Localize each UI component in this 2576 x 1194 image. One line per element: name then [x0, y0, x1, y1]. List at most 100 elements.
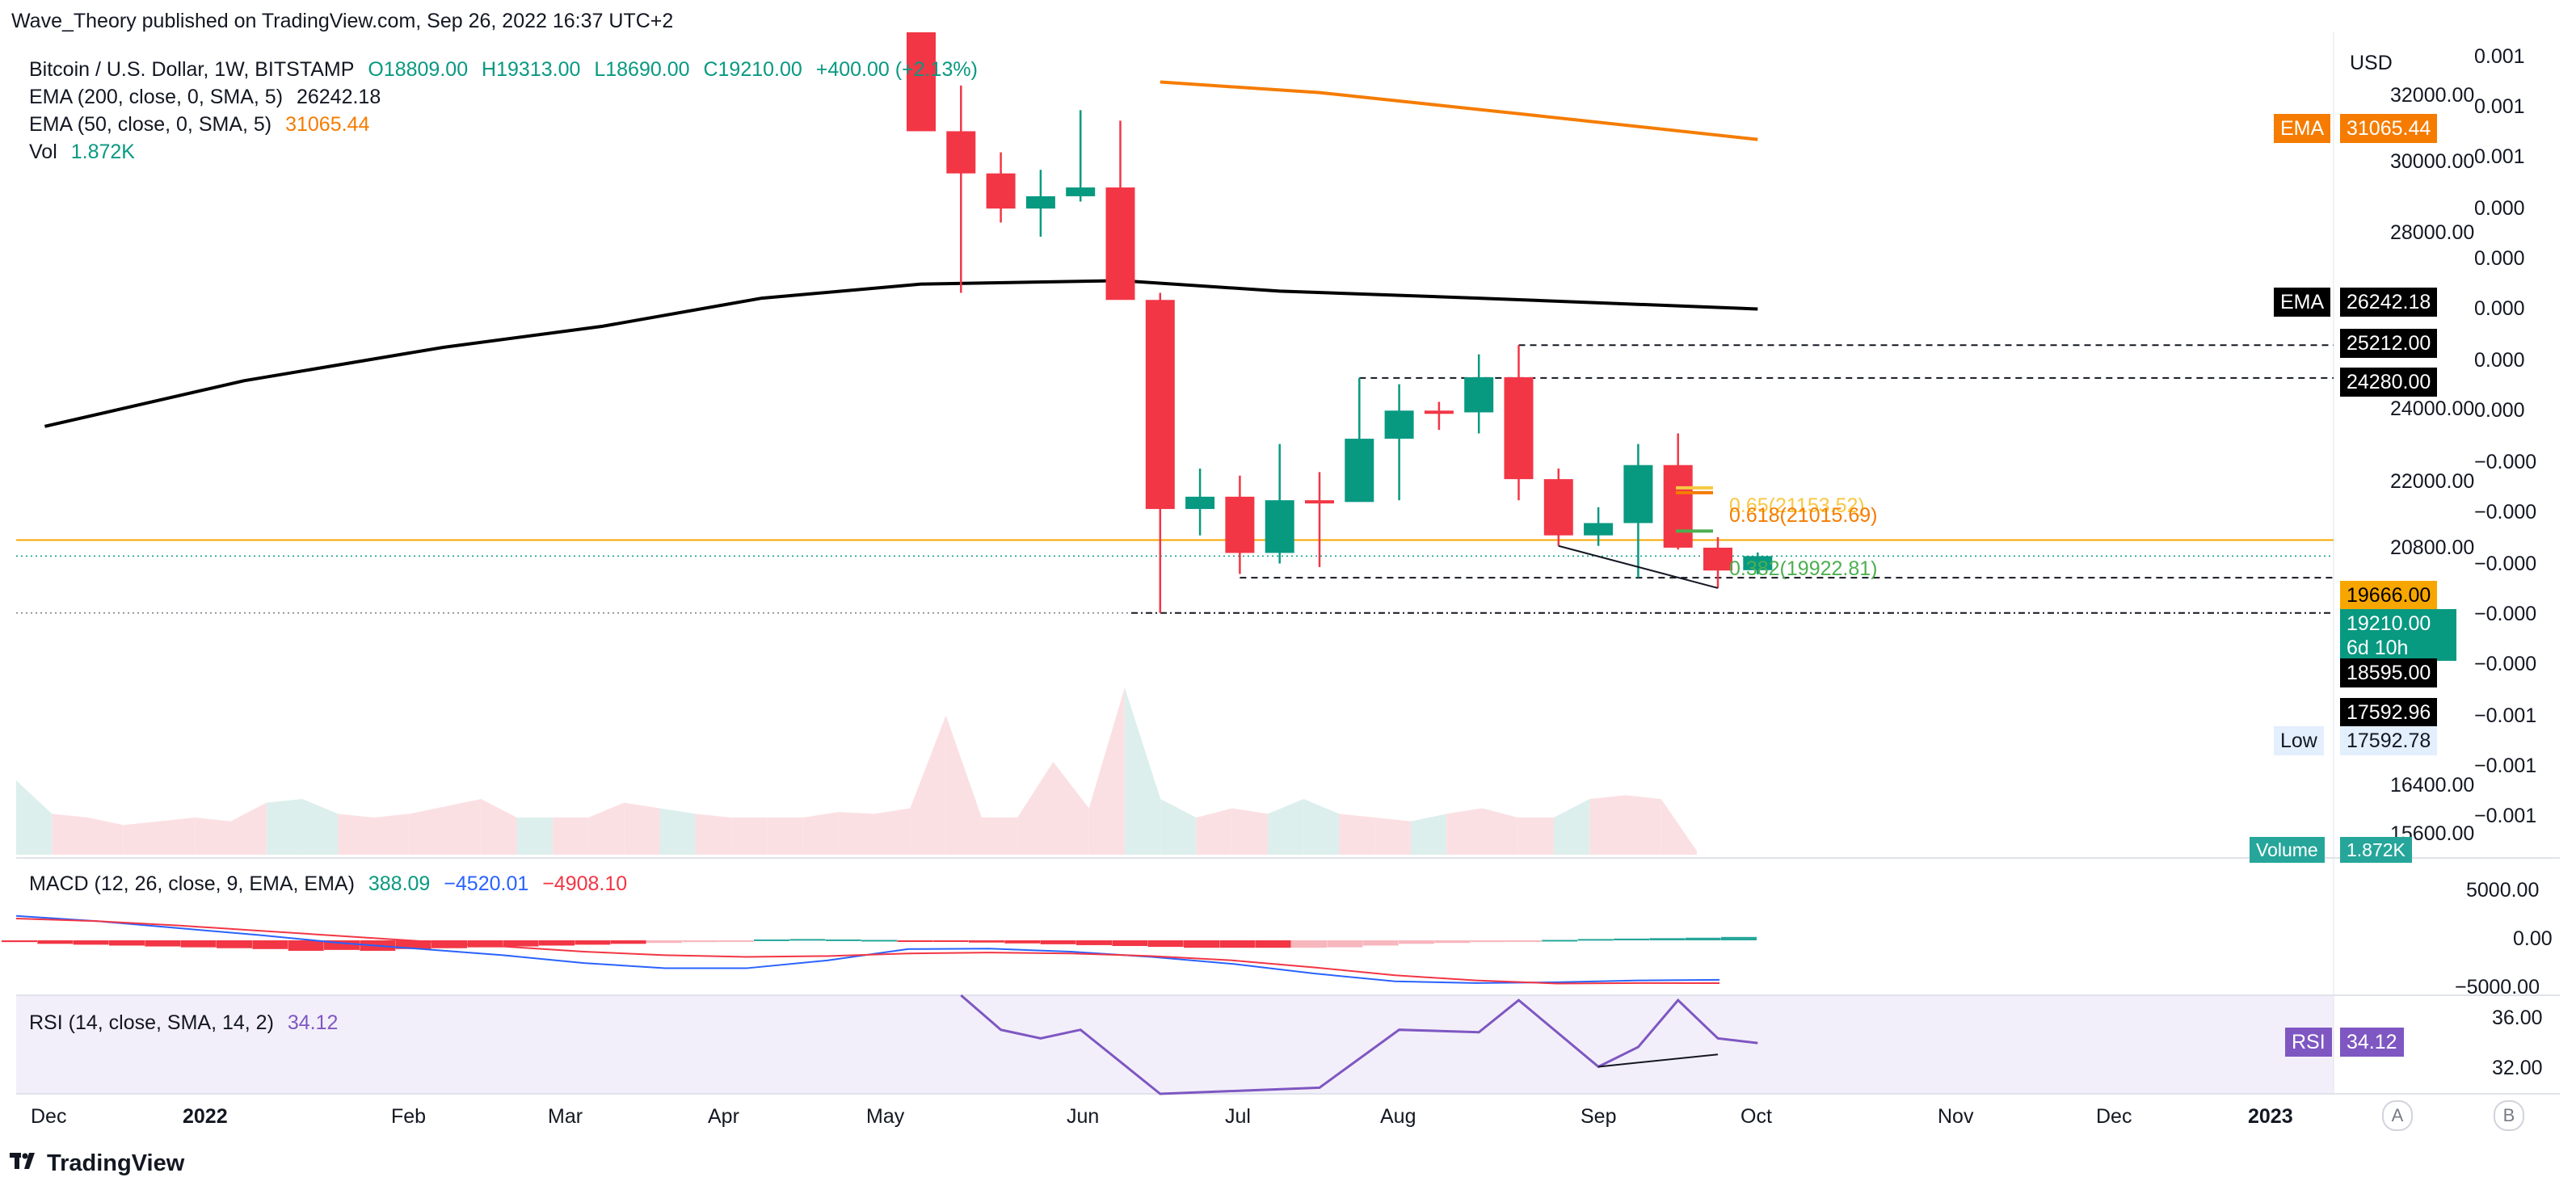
rsi-background — [16, 995, 2334, 1094]
volume-segment — [445, 799, 482, 855]
candle-body — [986, 173, 1016, 209]
volume-segment — [552, 818, 589, 855]
volume-segment — [1661, 799, 1697, 855]
secondary-tick: −0.000 — [2474, 451, 2537, 473]
volume-segment — [1231, 808, 1268, 855]
time-tick: Oct — [1740, 1105, 1772, 1128]
macd-legend-label[interactable]: MACD (12, 26, close, 9, EMA, EMA) — [29, 872, 355, 895]
macd-histogram-bar — [1291, 940, 1327, 948]
tradingview-logo-icon — [10, 1150, 40, 1177]
macd-histogram-bar — [252, 940, 288, 949]
macd-histogram-bar — [575, 940, 611, 945]
secondary-tick: 0.001 — [2474, 45, 2525, 68]
price-tick: 24000.00 — [2390, 397, 2475, 420]
rsi-trendline — [1597, 1053, 1719, 1068]
volume-segment — [516, 818, 553, 855]
candles[interactable] — [907, 32, 1773, 613]
volume-segment — [588, 802, 625, 855]
macd-histogram-bar — [1040, 940, 1076, 944]
rsi-legend-label[interactable]: RSI (14, close, SMA, 14, 2) — [29, 1011, 274, 1034]
time-tick: May — [866, 1105, 905, 1128]
volume-segment — [1124, 687, 1161, 855]
candle-body — [1384, 410, 1414, 439]
macd-histogram-bar — [1327, 940, 1363, 948]
candle-body — [1305, 500, 1334, 504]
volume-segment — [1267, 799, 1304, 855]
macd-histogram-bar — [861, 940, 897, 942]
macd-legend-v3: −4908.10 — [542, 872, 628, 895]
macd-histogram-bar — [1219, 940, 1256, 948]
macd-histogram-bar — [789, 939, 826, 941]
macd-histogram-bar — [288, 940, 324, 951]
macd-histogram-bar — [1112, 940, 1148, 947]
scale-b-button[interactable]: B — [2494, 1100, 2524, 1131]
macd-tick: 5000.00 — [2466, 879, 2540, 902]
macd-histogram-bar — [1255, 940, 1291, 948]
secondary-tick: −0.001 — [2474, 805, 2537, 827]
volume-segment — [1339, 814, 1375, 855]
signal-line — [15, 918, 1720, 985]
auto-scale-button[interactable]: A — [2382, 1100, 2413, 1131]
candle-body — [1066, 187, 1096, 196]
ema200-badge-name: EMA — [2274, 288, 2331, 317]
macd-histogram-bar — [1184, 940, 1219, 948]
legend-high: H19313.00 — [482, 58, 581, 81]
legend-symbol-row: Bitcoin / U.S. Dollar, 1W, BITSTAMP O188… — [29, 58, 986, 82]
macd-histogram-bar — [539, 940, 575, 946]
level-badge-24280: 24280.00 — [2340, 368, 2438, 397]
volume-segment — [910, 715, 946, 855]
ema200-line — [44, 279, 1758, 428]
candle-body — [1105, 187, 1135, 301]
price-trendline — [1558, 544, 1719, 589]
low-badge-label: Low — [2274, 726, 2324, 755]
time-tick: Jul — [1225, 1105, 1251, 1128]
candle-body — [1145, 300, 1175, 510]
macd-histogram-bar — [73, 940, 109, 945]
time-tick: Dec — [2096, 1105, 2132, 1128]
volume-segment — [87, 818, 124, 855]
macd-histogram-bar — [395, 940, 431, 949]
candle-body — [1025, 195, 1055, 209]
macd-histogram-bar — [324, 940, 360, 950]
volume-segment — [1410, 814, 1447, 855]
legend-ema50-label[interactable]: EMA (50, close, 0, SMA, 5) — [29, 113, 272, 136]
volume-segment — [1196, 808, 1232, 855]
volume-segment — [1553, 799, 1590, 855]
volume-segment — [123, 821, 160, 855]
macd-legend-v1: 388.09 — [368, 872, 431, 895]
volume-segment — [1589, 795, 1626, 855]
macd-histogram-bar — [1076, 940, 1112, 945]
time-tick: 2023 — [2248, 1105, 2293, 1128]
candle-body — [1504, 376, 1534, 480]
macd-histogram-bar — [2, 940, 37, 943]
level-badge-25212: 25212.00 — [2340, 329, 2438, 358]
rsi-legend-value: 34.12 — [287, 1011, 339, 1034]
candle-body — [1225, 496, 1255, 553]
macd-histogram-bar — [646, 940, 682, 944]
legend-vol-label[interactable]: Vol — [29, 141, 57, 163]
secondary-tick: 0.000 — [2474, 197, 2525, 220]
legend-ema200-row: EMA (200, close, 0, SMA, 5) 26242.18 — [29, 86, 389, 109]
macd-histogram-bar — [503, 940, 539, 947]
ema50-line — [1160, 80, 1758, 141]
volume-segment — [409, 806, 446, 855]
level-badge-18595: 18595.00 — [2340, 658, 2438, 687]
macd-histogram-bar — [1649, 938, 1686, 940]
candle-body — [1464, 376, 1494, 413]
legend-ema200-label[interactable]: EMA (200, close, 0, SMA, 5) — [29, 86, 284, 108]
time-tick: 2022 — [183, 1105, 228, 1128]
secondary-tick: 0.001 — [2474, 95, 2525, 118]
volume-segment — [230, 802, 267, 855]
volume-badge-value: 1.872K — [2340, 837, 2412, 863]
volume-segment — [659, 808, 696, 855]
volume-segment — [624, 802, 660, 855]
secondary-tick: −0.001 — [2474, 755, 2537, 777]
macd-histogram-bar — [467, 940, 503, 948]
horizontal-levels — [16, 344, 2334, 614]
fib-label-0618: 0.618(21015.69) — [1729, 504, 1878, 527]
volume-segment — [1088, 687, 1125, 855]
price-tick: 30000.00 — [2390, 150, 2475, 173]
secondary-tick: 0.000 — [2474, 297, 2525, 320]
legend-symbol[interactable]: Bitcoin / U.S. Dollar, 1W, BITSTAMP — [29, 58, 355, 81]
